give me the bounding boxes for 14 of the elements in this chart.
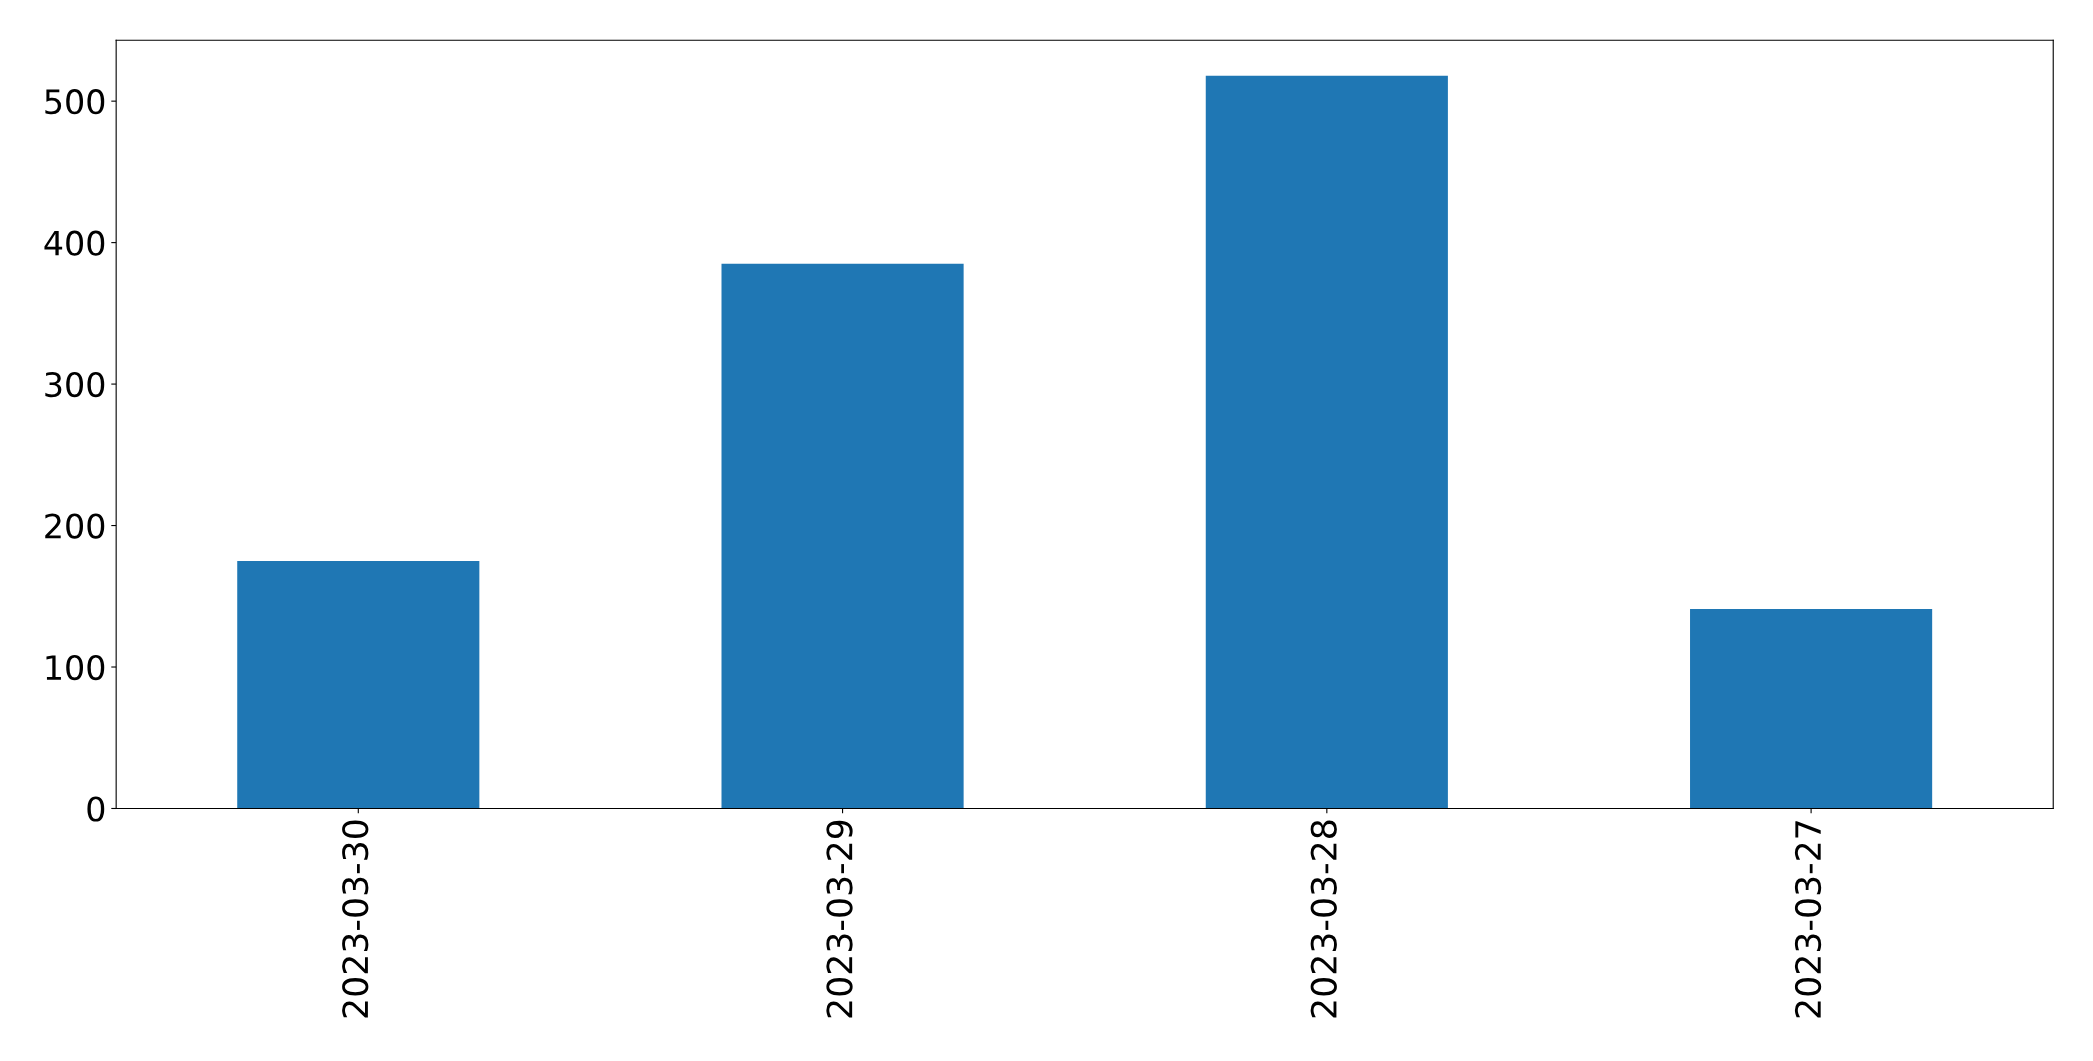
y-tick-label: 0	[87, 796, 105, 822]
bar	[721, 263, 964, 809]
bar	[1690, 609, 1933, 809]
bar	[1205, 75, 1448, 809]
x-tick-label: 2023-03-29	[826, 820, 853, 1018]
y-tick-label: 500	[45, 89, 105, 115]
y-tick-label: 100	[46, 654, 105, 681]
y-tick-label: 400	[44, 230, 105, 256]
x-tick-label: 2023-03-30	[342, 820, 369, 1018]
x-tick-label: 2023-03-27	[1794, 821, 1822, 1018]
bar	[237, 560, 480, 809]
x-tick-label: 2023-03-28	[1310, 820, 1337, 1018]
y-tick-label: 200	[45, 513, 105, 539]
y-tick-label: 300	[45, 372, 105, 398]
